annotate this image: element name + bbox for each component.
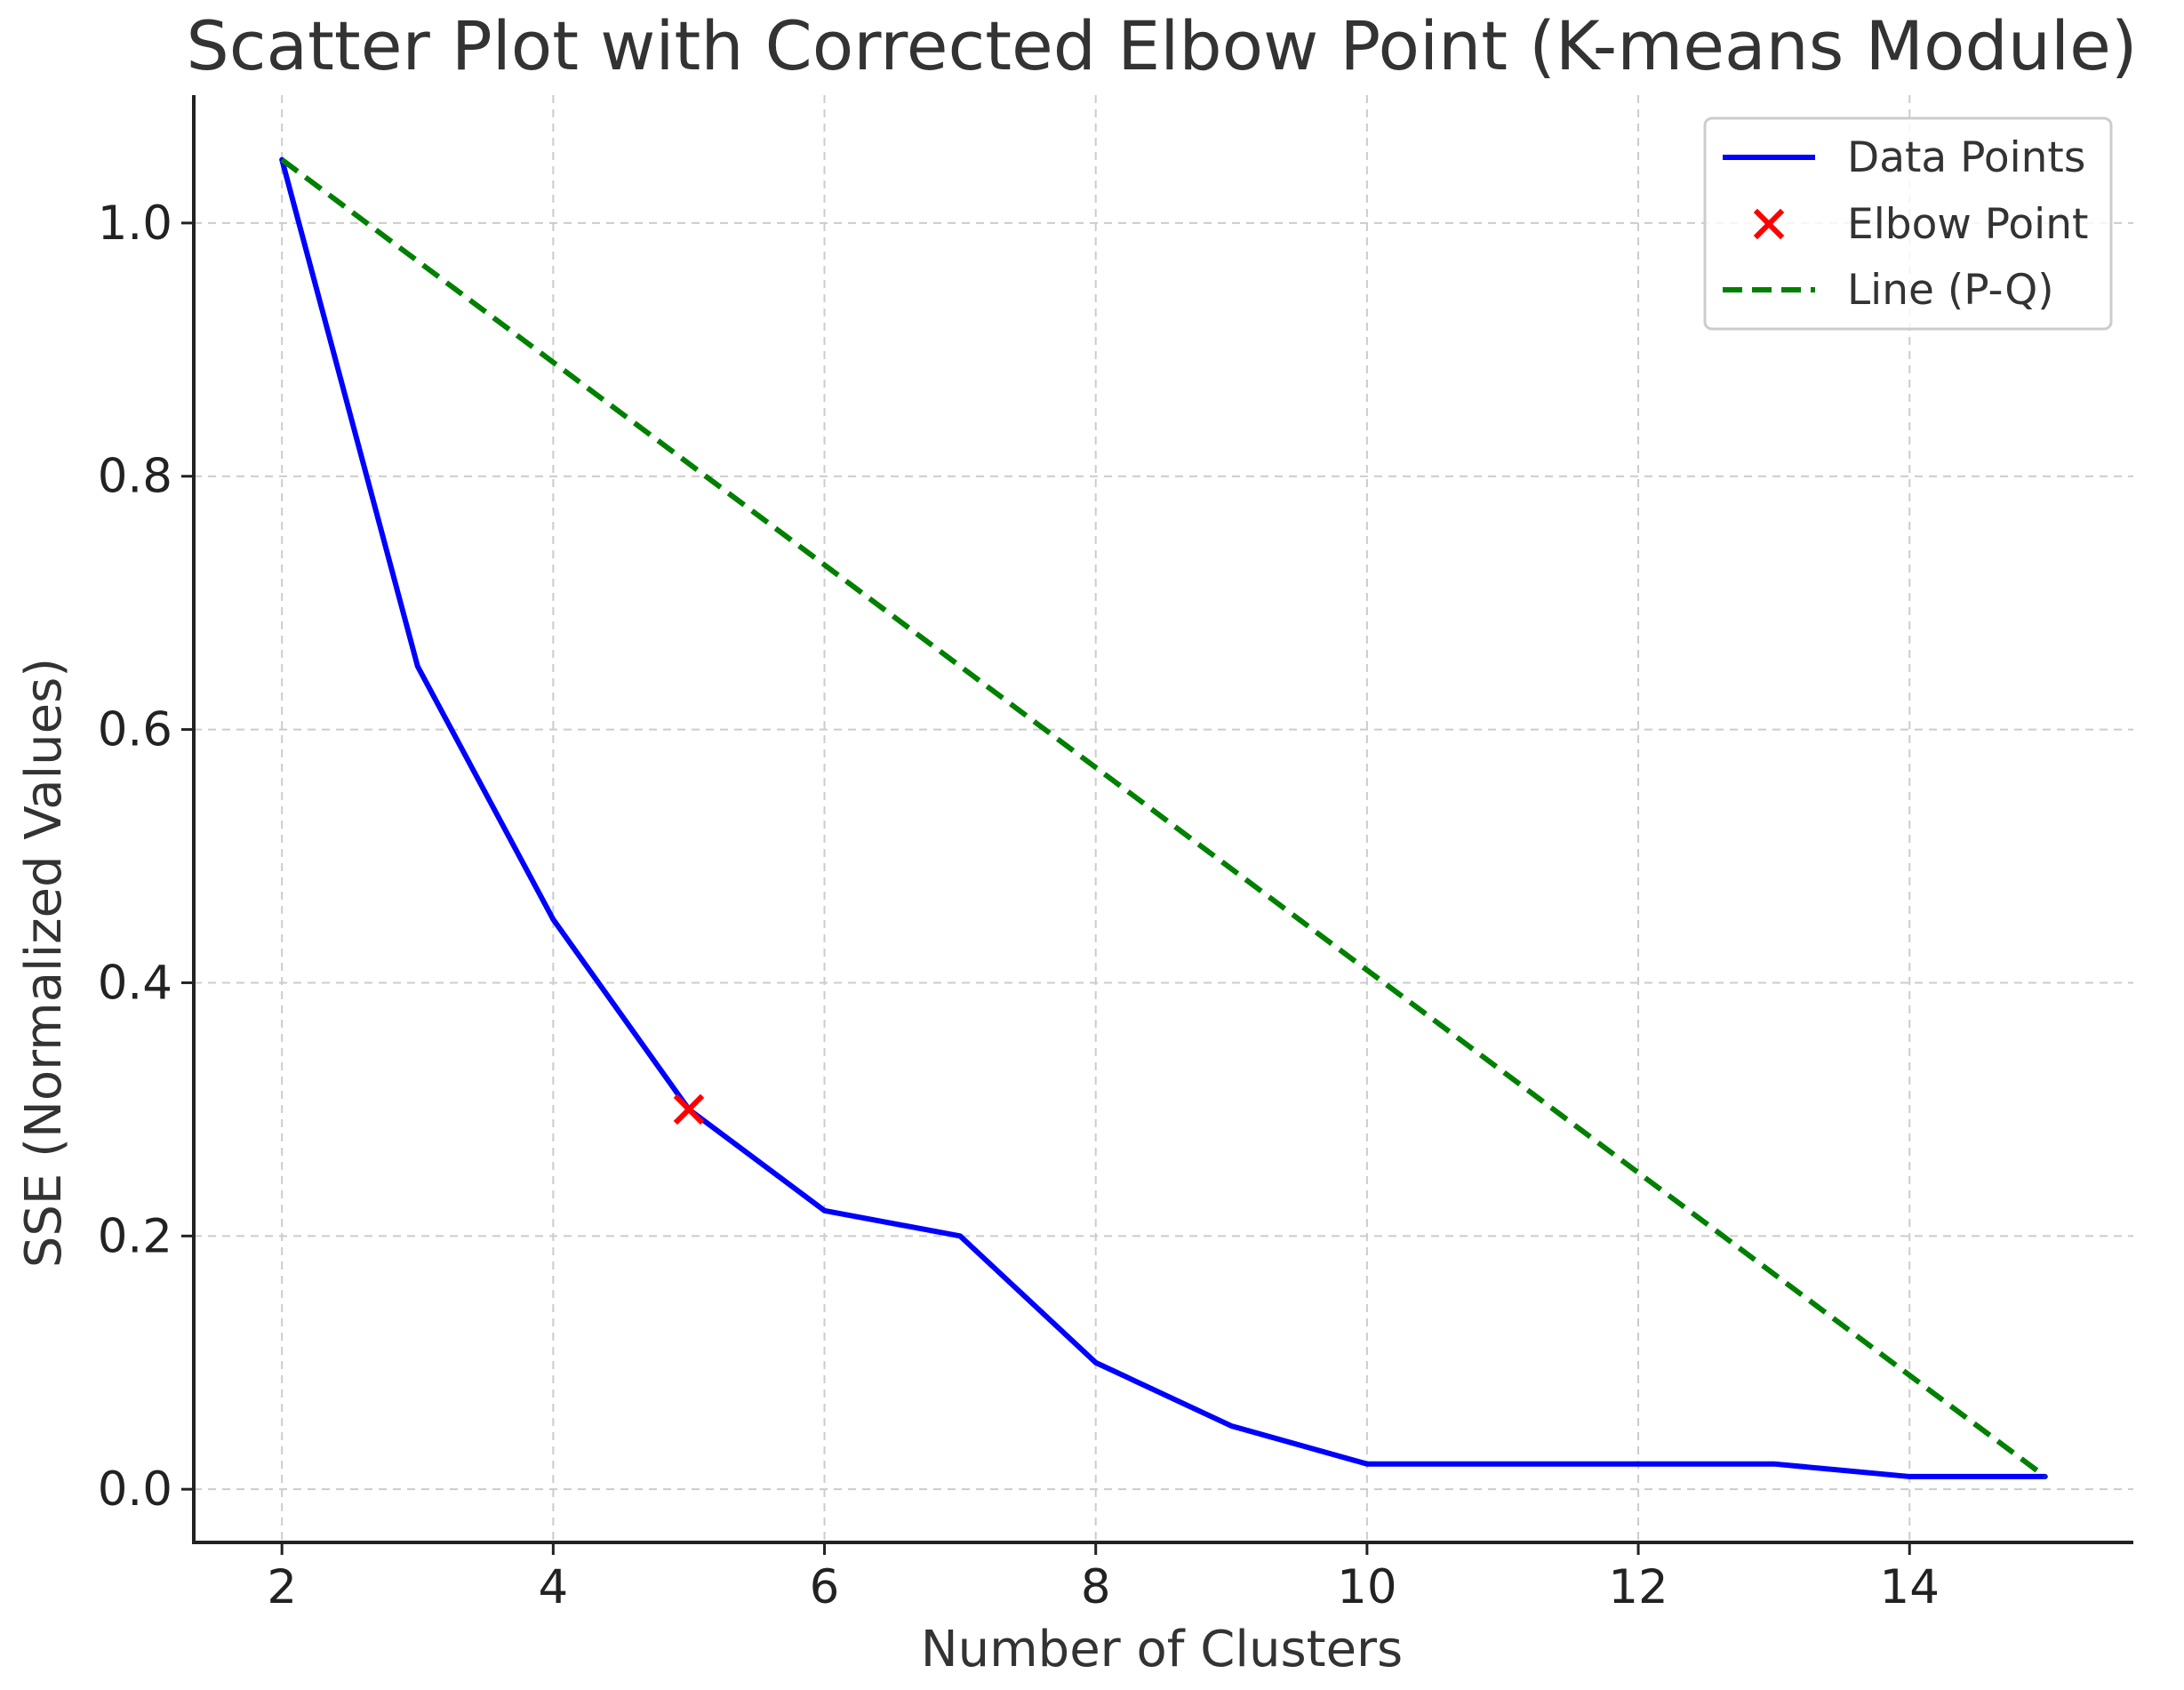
legend-swatch (1753, 208, 1785, 240)
tick-labels: 2 4 6 8 10 12 14 0.0 0.2 0.4 0.6 0.8 1.0 (98, 196, 1940, 1614)
data-points-line (279, 156, 2048, 1479)
x-axis-label: Number of Clusters (921, 1621, 1403, 1678)
y-tick-label: 0.6 (98, 703, 172, 757)
legend-item: Line (P-Q) (1723, 266, 2054, 315)
legend-item: Elbow Point (1753, 200, 2088, 249)
x-tick-label: 2 (267, 1560, 297, 1614)
elbow-marker-stroke (673, 1093, 705, 1125)
chart-title: Scatter Plot with Corrected Elbow Point … (187, 6, 2138, 85)
y-tick-label: 0.0 (98, 1462, 172, 1517)
x-tick-label: 6 (810, 1560, 840, 1614)
legend-box (1703, 116, 2113, 331)
elbow-point-marker (673, 1093, 705, 1125)
x-tick-label: 14 (1880, 1560, 1940, 1614)
plot-area (279, 156, 2048, 1479)
legend-label: Data Points (1847, 133, 2085, 182)
line-p-q (280, 157, 2047, 1479)
x-tick-label: 10 (1337, 1560, 1396, 1614)
x-tick-label: 4 (538, 1560, 568, 1614)
y-tick-label: 0.2 (98, 1209, 172, 1263)
legend-label: Elbow Point (1847, 200, 2088, 249)
legend: Data Points Elbow Point Line (P-Q) (1703, 116, 2113, 331)
axes (181, 95, 2133, 1555)
y-tick-label: 0.8 (98, 450, 172, 504)
y-axis-label: SSE (Normalized Values) (15, 658, 73, 1268)
y-tick-label: 1.0 (98, 196, 172, 251)
x-tick-label: 8 (1081, 1560, 1111, 1614)
y-tick-label: 0.4 (98, 956, 172, 1010)
x-tick-label: 12 (1608, 1560, 1668, 1614)
grid (194, 95, 2133, 1542)
legend-label: Line (P-Q) (1847, 266, 2054, 315)
legend-item: Data Points (1723, 133, 2085, 182)
